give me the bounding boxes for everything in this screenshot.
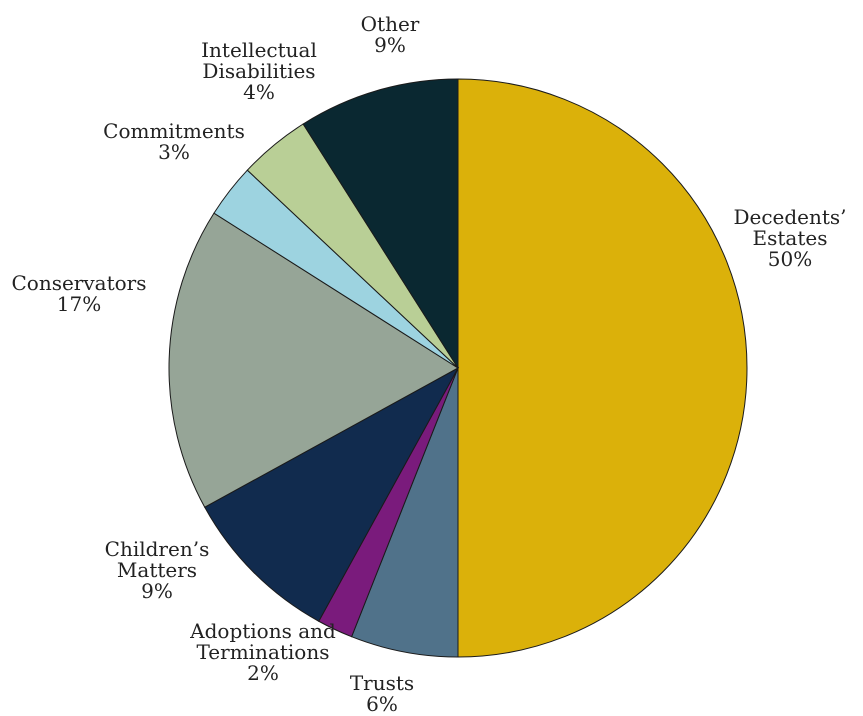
slice-label-conservators: Conservators 17% (11, 271, 146, 316)
slice-name-line: Conservators (11, 271, 146, 295)
slice-label-other: Other 9% (361, 12, 420, 57)
slice-value-label: 50% (768, 247, 812, 271)
pie-slice-conservators (168, 212, 459, 508)
slice-name-line: Estates (753, 226, 828, 250)
slice-value-label: 9% (141, 579, 173, 603)
pie-slices (168, 78, 748, 658)
slice-label-intellectual-disabilities: Intellectual Disabilities 4% (201, 38, 317, 104)
pie-slice-other (302, 78, 459, 370)
slice-value-label: 6% (366, 692, 398, 716)
slice-name-line: Disabilities (202, 59, 315, 83)
slice-name-line: Intellectual (201, 38, 317, 62)
slice-value-label: 2% (247, 661, 279, 685)
slice-label-adoptions-and-terminations: Adoptions and Terminations 2% (189, 619, 336, 685)
slice-value-label: 4% (243, 80, 275, 104)
slice-label-children-s-matters: Children’s Matters 9% (105, 537, 210, 603)
slice-value-label: 9% (374, 33, 406, 57)
slice-name-line: Other (361, 12, 420, 36)
slice-label-trusts: Trusts 6% (350, 671, 414, 716)
slice-name-line: Adoptions and (189, 619, 336, 643)
slice-name-line: Trusts (350, 671, 414, 695)
pie-labels: Decedents’ Estates 50% Trusts 6% Adoptions an… (11, 12, 846, 716)
slice-name-line: Matters (117, 558, 197, 582)
pie-slice-children-s-matters (204, 366, 460, 622)
slice-name-line: Terminations (197, 640, 330, 664)
slice-value-label: 3% (158, 140, 190, 164)
pie-slice-decedents-estates (457, 78, 748, 658)
slice-value-label: 17% (57, 292, 101, 316)
slice-name-line: Decedents’ (733, 205, 846, 229)
slice-name-line: Commitments (103, 119, 245, 143)
slice-label-commitments: Commitments 3% (103, 119, 245, 164)
slice-label-decedents-estates: Decedents’ Estates 50% (733, 205, 846, 271)
slice-name-line: Children’s (105, 537, 210, 561)
